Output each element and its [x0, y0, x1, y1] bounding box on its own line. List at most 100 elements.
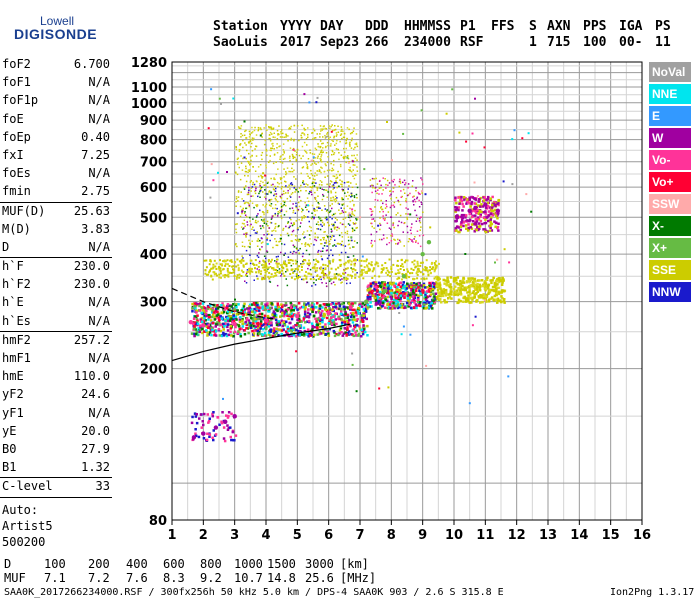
- echo-point: [300, 263, 303, 266]
- echo-point: [251, 303, 254, 306]
- echo-point: [216, 304, 219, 307]
- echo-point: [361, 320, 365, 324]
- echo-point: [255, 316, 258, 319]
- echo-point: [227, 411, 231, 414]
- echo-point: [257, 220, 259, 223]
- echo-point: [353, 325, 357, 329]
- echo-point: [293, 246, 296, 248]
- footer-value: 1500: [267, 557, 296, 571]
- echo-point: [251, 126, 253, 129]
- echo-point: [306, 328, 310, 331]
- echo-point: [447, 293, 450, 296]
- echo-point: [348, 318, 351, 322]
- echo-point: [433, 277, 436, 280]
- echo-point: [433, 262, 436, 264]
- echo-point: [341, 204, 344, 206]
- echo-point: [344, 310, 347, 314]
- echo-point: [212, 411, 215, 414]
- echo-point: [241, 307, 244, 310]
- echo-point: [320, 156, 322, 158]
- echo-point: [396, 285, 399, 289]
- echo-point: [379, 222, 381, 225]
- echo-point: [393, 284, 396, 287]
- echo-point: [241, 210, 244, 212]
- echo-point: [289, 159, 291, 162]
- echo-point: [330, 228, 333, 230]
- echo-point: [301, 255, 304, 258]
- echo-point: [327, 322, 330, 325]
- echo-point: [363, 316, 366, 319]
- echo-point: [238, 150, 241, 153]
- parameter-name: M(D): [2, 221, 31, 236]
- echo-point: [322, 303, 326, 306]
- echo-point: [380, 305, 384, 308]
- echo-point: [244, 130, 246, 133]
- echo-point: [394, 302, 398, 305]
- echo-point: [347, 273, 350, 276]
- echo-point: [319, 170, 321, 172]
- echo-point: [347, 236, 350, 238]
- echo-point: [349, 214, 351, 216]
- echo-point: [263, 212, 265, 214]
- echo-point: [482, 216, 486, 220]
- echo-point: [316, 326, 319, 329]
- echo-point: [307, 308, 310, 311]
- header-label: P1: [460, 19, 476, 34]
- echo-point: [241, 134, 244, 137]
- echo-point: [418, 286, 422, 290]
- echo-point: [404, 222, 406, 224]
- echo-point: [219, 272, 222, 275]
- echo-point: [241, 255, 243, 257]
- echo-point: [416, 260, 419, 263]
- echo-point: [484, 295, 487, 298]
- echo-point: [217, 171, 219, 174]
- echo-point: [489, 208, 493, 211]
- echo-point: [250, 180, 252, 182]
- echo-point: [280, 314, 284, 318]
- echo-point: [448, 295, 452, 299]
- echo-point: [416, 301, 420, 304]
- echo-point: [339, 279, 342, 281]
- echo-point: [236, 274, 239, 277]
- echo-point: [376, 192, 378, 195]
- echo-point: [434, 263, 437, 266]
- echo-point: [389, 300, 393, 304]
- echo-point: [321, 270, 324, 273]
- echo-point: [508, 261, 511, 264]
- parameter-value: 230.0: [73, 277, 110, 292]
- echo-point: [227, 314, 230, 318]
- echo-point: [347, 260, 350, 263]
- echo-point: [331, 223, 333, 226]
- echo-point: [256, 302, 259, 305]
- echo-point: [387, 386, 390, 389]
- echo-point: [225, 315, 228, 319]
- echo-point: [311, 193, 313, 196]
- echo-point: [333, 175, 336, 178]
- echo-point: [226, 310, 230, 313]
- echo-point: [332, 169, 335, 171]
- echo-point: [236, 158, 239, 160]
- echo-point: [235, 198, 238, 200]
- echo-point: [280, 210, 282, 212]
- echo-point: [405, 201, 408, 203]
- legend-item: NoVal: [649, 62, 691, 82]
- echo-point: [480, 222, 484, 226]
- echo-point: [386, 284, 389, 287]
- echo-point: [201, 327, 204, 331]
- echo-point: [489, 279, 492, 282]
- echo-point: [290, 240, 292, 242]
- echo-point: [424, 269, 427, 272]
- echo-point: [319, 228, 322, 231]
- echo-point: [374, 220, 376, 222]
- echo-point: [271, 334, 275, 338]
- echo-point: [366, 294, 370, 297]
- echo-point: [296, 308, 299, 311]
- echo-point: [191, 302, 194, 306]
- echo-point: [293, 223, 296, 225]
- echo-point: [260, 227, 262, 230]
- echo-point: [390, 289, 394, 292]
- echo-point: [412, 306, 416, 309]
- echo-point: [425, 266, 428, 269]
- echo-point: [257, 270, 260, 272]
- echo-point: [411, 185, 414, 187]
